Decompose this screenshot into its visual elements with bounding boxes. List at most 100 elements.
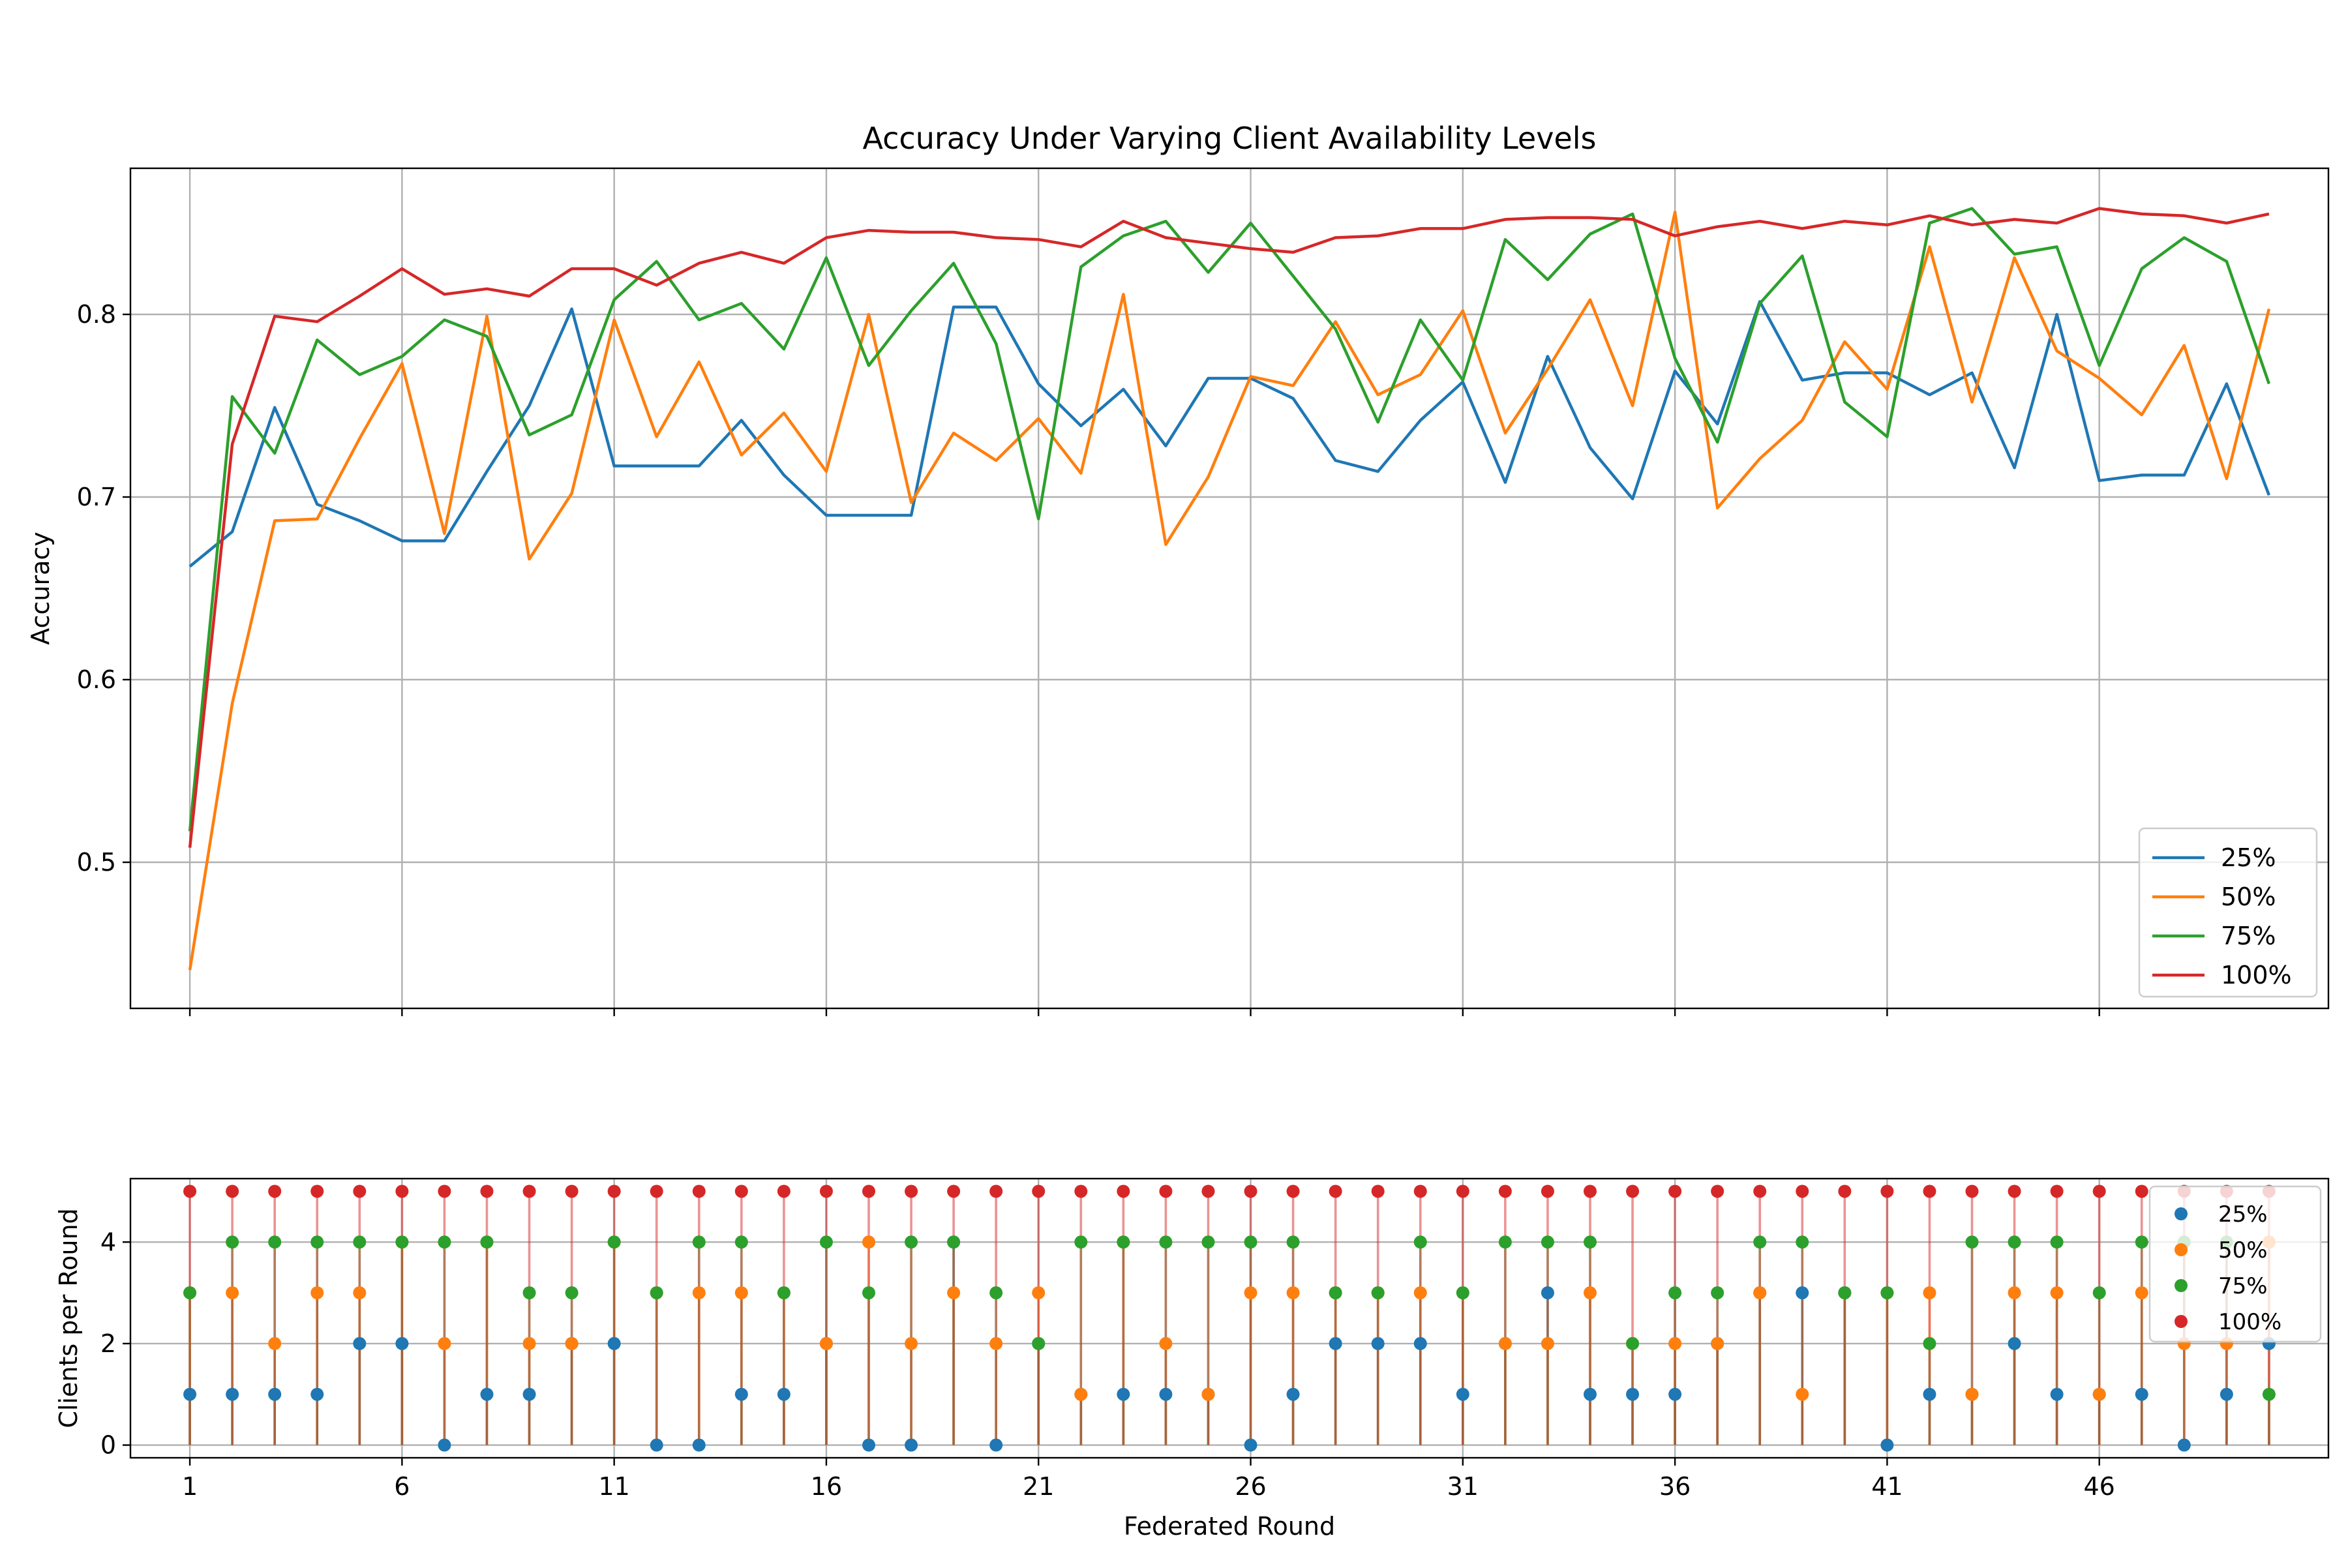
- series-line-25pct: [188, 300, 2271, 568]
- data-point-25pct: [1668, 1387, 1682, 1401]
- data-point-100pct: [692, 1184, 706, 1198]
- data-point-75pct: [395, 1235, 409, 1249]
- legend-label: 75%: [2218, 1273, 2268, 1299]
- data-point-25pct: [607, 1336, 621, 1350]
- data-point-100pct: [777, 1184, 790, 1198]
- data-point-75pct: [777, 1286, 790, 1300]
- data-point-50pct: [1413, 1286, 1427, 1300]
- data-point-100pct: [650, 1184, 663, 1198]
- data-point-75pct: [1117, 1235, 1130, 1249]
- data-point-25pct: [522, 1387, 536, 1401]
- data-point-25pct: [862, 1438, 876, 1452]
- data-point-50pct: [522, 1336, 536, 1350]
- data-point-50pct: [1923, 1286, 1936, 1300]
- data-point-75pct: [1796, 1235, 1809, 1249]
- data-point-100pct: [1838, 1184, 1852, 1198]
- data-point-100pct: [438, 1184, 451, 1198]
- y-axis-label: Clients per Round: [54, 1208, 83, 1428]
- data-point-25pct: [2008, 1336, 2021, 1350]
- series-line-50pct: [188, 210, 2271, 971]
- data-point-25pct: [226, 1387, 239, 1401]
- data-point-50pct: [1753, 1286, 1767, 1300]
- data-point-25pct: [1541, 1286, 1554, 1300]
- data-point-25pct: [1583, 1387, 1597, 1401]
- x-tick-label: 1: [182, 1472, 198, 1501]
- legend-label: 100%: [2221, 961, 2292, 989]
- data-point-50pct: [310, 1286, 324, 1300]
- data-point-100pct: [480, 1184, 494, 1198]
- data-point-75pct: [2092, 1286, 2106, 1300]
- y-tick-label: 4: [100, 1228, 116, 1256]
- data-point-100pct: [1498, 1184, 1512, 1198]
- legend-swatch: [2175, 1207, 2188, 1220]
- data-point-100pct: [1626, 1184, 1640, 1198]
- y-axis-label: Accuracy: [26, 532, 55, 645]
- data-point-75pct: [1286, 1235, 1300, 1249]
- data-point-100pct: [1583, 1184, 1597, 1198]
- x-tick-label: 46: [2084, 1472, 2115, 1501]
- data-point-50pct: [905, 1336, 918, 1350]
- data-point-100pct: [1244, 1184, 1257, 1198]
- data-point-50pct: [226, 1286, 239, 1300]
- legend: 25% 50% 75% 100%: [2138, 827, 2318, 998]
- data-point-75pct: [1880, 1286, 1894, 1300]
- data-point-75pct: [607, 1235, 621, 1249]
- data-point-25pct: [1413, 1336, 1427, 1350]
- data-point-50pct: [989, 1336, 1003, 1350]
- legend-label: 50%: [2218, 1237, 2268, 1263]
- data-point-50pct: [819, 1336, 833, 1350]
- data-point-100pct: [989, 1184, 1003, 1198]
- data-point-25pct: [1796, 1286, 1809, 1300]
- data-point-25pct: [268, 1387, 282, 1401]
- x-tick-label: 26: [1235, 1472, 1266, 1501]
- data-point-25pct: [1159, 1387, 1173, 1401]
- data-point-25pct: [1117, 1387, 1130, 1401]
- data-point-75pct: [1159, 1235, 1173, 1249]
- data-point-25pct: [2177, 1438, 2191, 1452]
- data-point-100pct: [862, 1184, 876, 1198]
- y-tick-label: 0.7: [77, 483, 116, 511]
- data-point-75pct: [1498, 1235, 1512, 1249]
- data-point-100pct: [353, 1184, 367, 1198]
- data-point-75pct: [1244, 1235, 1257, 1249]
- data-point-75pct: [353, 1235, 367, 1249]
- data-point-50pct: [1244, 1286, 1257, 1300]
- x-tick-label: 11: [598, 1472, 629, 1501]
- data-point-75pct: [1456, 1286, 1469, 1300]
- data-point-25pct: [395, 1336, 409, 1350]
- legend-swatch: [2175, 1279, 2188, 1292]
- data-point-50pct: [947, 1286, 961, 1300]
- accuracy-panel: 0.5 0.6 0.7 0.8 Accuracy Under Varying Clien…: [26, 121, 2330, 1016]
- data-point-75pct: [1074, 1235, 1088, 1249]
- data-point-25pct: [1371, 1336, 1385, 1350]
- data-point-100pct: [607, 1184, 621, 1198]
- plot-frame: [129, 1177, 2330, 1459]
- data-point-75pct: [905, 1235, 918, 1249]
- data-point-100pct: [1371, 1184, 1385, 1198]
- data-point-100pct: [1032, 1184, 1046, 1198]
- data-point-75pct: [565, 1286, 579, 1300]
- y-tick-label: 0.6: [77, 665, 116, 694]
- data-point-75pct: [650, 1286, 663, 1300]
- data-point-50pct: [1498, 1336, 1512, 1350]
- data-point-100pct: [2050, 1184, 2064, 1198]
- series-line-75pct: [188, 207, 2271, 832]
- data-point-100pct: [226, 1184, 239, 1198]
- data-point-25pct: [905, 1438, 918, 1452]
- x-tick-label: 21: [1023, 1472, 1054, 1501]
- data-point-100pct: [268, 1184, 282, 1198]
- data-point-75pct: [2135, 1235, 2148, 1249]
- data-point-75pct: [1711, 1286, 1724, 1300]
- data-point-75pct: [310, 1235, 324, 1249]
- data-point-50pct: [862, 1235, 876, 1249]
- data-point-75pct: [989, 1286, 1003, 1300]
- data-point-25pct: [2050, 1387, 2064, 1401]
- legend-label: 50%: [2221, 882, 2276, 911]
- legend-label: 25%: [2221, 843, 2276, 872]
- data-point-100pct: [310, 1184, 324, 1198]
- y-tick-label: 2: [100, 1329, 116, 1358]
- data-point-75pct: [183, 1286, 197, 1300]
- data-point-50pct: [2135, 1286, 2148, 1300]
- legend-label: 25%: [2218, 1201, 2268, 1228]
